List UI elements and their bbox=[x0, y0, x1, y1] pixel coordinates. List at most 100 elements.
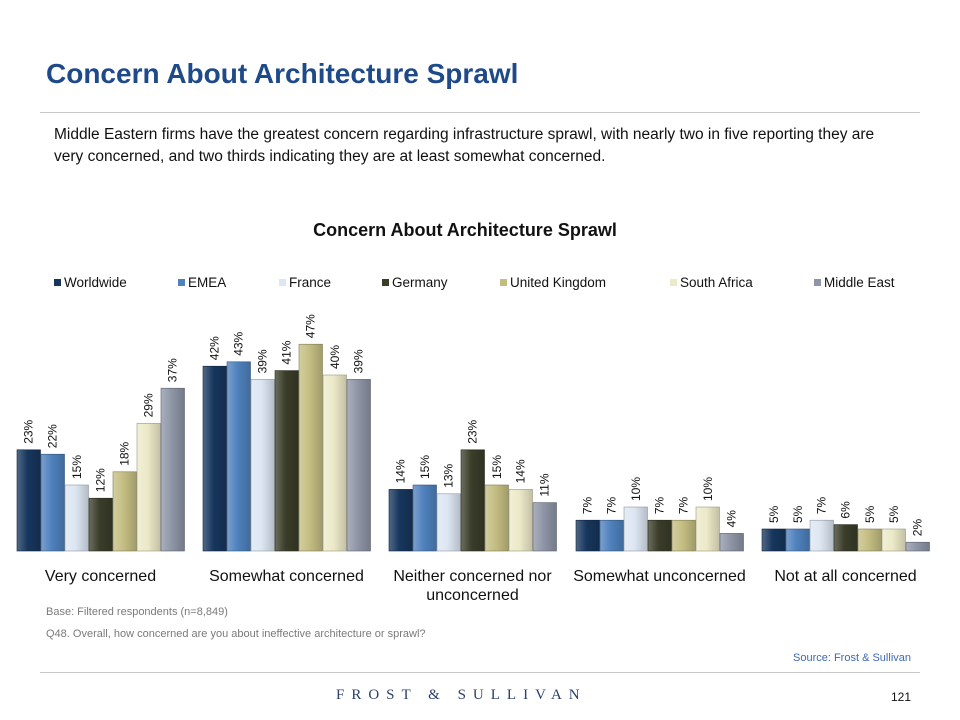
value-label: 47% bbox=[304, 314, 318, 338]
bar-very-concerned-france bbox=[64, 484, 89, 552]
value-label: 7% bbox=[653, 497, 667, 515]
legend-swatch bbox=[670, 278, 677, 286]
bar-very-concerned-united-kingdom bbox=[112, 471, 137, 552]
value-label: 2% bbox=[911, 519, 925, 537]
bar-not-at-all-concerned-middle-east bbox=[905, 541, 930, 552]
legend-swatch bbox=[54, 278, 61, 286]
value-label: 23% bbox=[22, 419, 36, 443]
bar-not-at-all-concerned-germany bbox=[833, 524, 858, 552]
category-label-somewhat-unconcerned: Somewhat unconcerned bbox=[573, 568, 746, 585]
frost-sullivan-logo: FROST & SULLIVAN bbox=[336, 687, 587, 703]
value-label: 37% bbox=[166, 358, 180, 382]
bar-somewhat-unconcerned-middle-east bbox=[719, 533, 744, 552]
value-label: 14% bbox=[514, 459, 528, 483]
bar-neither-concerned-nor-unconcerned-united-kingdom bbox=[484, 484, 509, 552]
bar-somewhat-concerned-france bbox=[250, 379, 275, 552]
bar-somewhat-unconcerned-emea bbox=[599, 519, 624, 552]
value-label: 23% bbox=[466, 419, 480, 443]
value-label: 39% bbox=[256, 349, 270, 373]
legend-swatch bbox=[500, 278, 507, 286]
legend-label: France bbox=[289, 275, 332, 290]
bar-somewhat-concerned-worldwide bbox=[202, 365, 227, 552]
bar-neither-concerned-nor-unconcerned-middle-east bbox=[532, 502, 557, 552]
value-label: 15% bbox=[418, 455, 432, 479]
bar-somewhat-unconcerned-south-africa bbox=[695, 506, 720, 552]
value-label: 15% bbox=[70, 455, 84, 479]
value-label: 7% bbox=[677, 497, 691, 515]
value-label: 22% bbox=[46, 424, 60, 448]
legend-item-middle-east: Middle East bbox=[814, 275, 895, 290]
bar-not-at-all-concerned-france bbox=[809, 519, 834, 552]
category-label-somewhat-concerned: Somewhat concerned bbox=[209, 568, 364, 585]
value-label: 42% bbox=[208, 336, 222, 360]
bar-somewhat-unconcerned-worldwide bbox=[575, 519, 600, 552]
legend-label: Middle East bbox=[824, 275, 895, 290]
source-note: Source: Frost & Sullivan bbox=[793, 652, 911, 664]
value-label: 14% bbox=[394, 459, 408, 483]
legend-item-emea: EMEA bbox=[178, 275, 226, 290]
value-label: 13% bbox=[442, 463, 456, 487]
bar-very-concerned-south-africa bbox=[136, 423, 161, 552]
bar-not-at-all-concerned-worldwide bbox=[761, 528, 786, 552]
bar-somewhat-concerned-south-africa bbox=[322, 374, 347, 552]
value-label: 5% bbox=[887, 505, 901, 523]
legend-item-united-kingdom: United Kingdom bbox=[500, 275, 606, 290]
legend-label: EMEA bbox=[188, 275, 227, 290]
chart-title: Concern About Architecture Sprawl bbox=[313, 220, 617, 240]
value-label: 12% bbox=[94, 468, 108, 492]
bar-not-at-all-concerned-emea bbox=[785, 528, 810, 552]
summary-text: Middle Eastern firms have the greatest c… bbox=[54, 126, 875, 165]
legend-label: Worldwide bbox=[64, 275, 127, 290]
question-footnote: Q48. Overall, how concerned are you abou… bbox=[46, 628, 426, 640]
value-label: 43% bbox=[232, 331, 246, 355]
bar-somewhat-unconcerned-france bbox=[623, 506, 648, 552]
category-label-very-concerned: Very concerned bbox=[44, 568, 157, 585]
value-label: 18% bbox=[118, 441, 132, 465]
bar-very-concerned-worldwide bbox=[16, 449, 41, 552]
bar-not-at-all-concerned-south-africa bbox=[881, 528, 906, 552]
bar-somewhat-concerned-united-kingdom bbox=[298, 343, 323, 552]
legend-item-south-africa: South Africa bbox=[670, 275, 753, 290]
bar-very-concerned-middle-east bbox=[160, 387, 185, 552]
bar-neither-concerned-nor-unconcerned-france bbox=[436, 493, 461, 552]
value-label: 5% bbox=[791, 505, 805, 523]
category-label-not-at-all-concerned: Not at all concerned bbox=[774, 568, 917, 585]
value-label: 40% bbox=[328, 345, 342, 369]
bar-somewhat-concerned-middle-east bbox=[346, 379, 371, 552]
category-label-neither-concerned-nor-unconcerned: Neither concerned nor unconcerned bbox=[393, 568, 552, 604]
value-label: 7% bbox=[581, 497, 595, 515]
legend-swatch bbox=[814, 278, 821, 286]
page-number: 121 bbox=[890, 690, 911, 704]
footer-divider bbox=[40, 672, 920, 673]
value-label: 10% bbox=[701, 477, 715, 501]
value-label: 39% bbox=[352, 349, 366, 373]
legend-item-germany: Germany bbox=[382, 275, 448, 290]
title-divider bbox=[40, 112, 920, 113]
legend-label: United Kingdom bbox=[510, 275, 607, 290]
value-label: 5% bbox=[863, 505, 877, 523]
value-label: 11% bbox=[538, 473, 552, 496]
value-label: 29% bbox=[142, 393, 156, 417]
bar-somewhat-unconcerned-united-kingdom bbox=[671, 519, 696, 552]
value-label: 6% bbox=[839, 501, 853, 519]
base-footnote: Base: Filtered respondents (n=8,849) bbox=[46, 606, 228, 618]
legend-swatch bbox=[178, 278, 185, 286]
legend-swatch bbox=[382, 278, 389, 286]
legend-item-france: France bbox=[279, 275, 331, 290]
bar-neither-concerned-nor-unconcerned-worldwide bbox=[388, 489, 413, 552]
bar-very-concerned-emea bbox=[40, 453, 65, 552]
bar-very-concerned-germany bbox=[88, 497, 113, 552]
legend-item-worldwide: Worldwide bbox=[54, 275, 127, 290]
value-label: 15% bbox=[490, 455, 504, 479]
value-label: 7% bbox=[605, 497, 619, 515]
value-label: 10% bbox=[629, 477, 643, 501]
legend-label: South Africa bbox=[680, 275, 753, 290]
value-label: 4% bbox=[725, 510, 739, 528]
bar-neither-concerned-nor-unconcerned-emea bbox=[412, 484, 437, 552]
legend-label: Germany bbox=[392, 275, 448, 290]
bar-somewhat-concerned-germany bbox=[274, 370, 299, 552]
legend-swatch bbox=[279, 278, 286, 286]
bar-somewhat-unconcerned-germany bbox=[647, 519, 672, 552]
bar-neither-concerned-nor-unconcerned-germany bbox=[460, 449, 485, 552]
